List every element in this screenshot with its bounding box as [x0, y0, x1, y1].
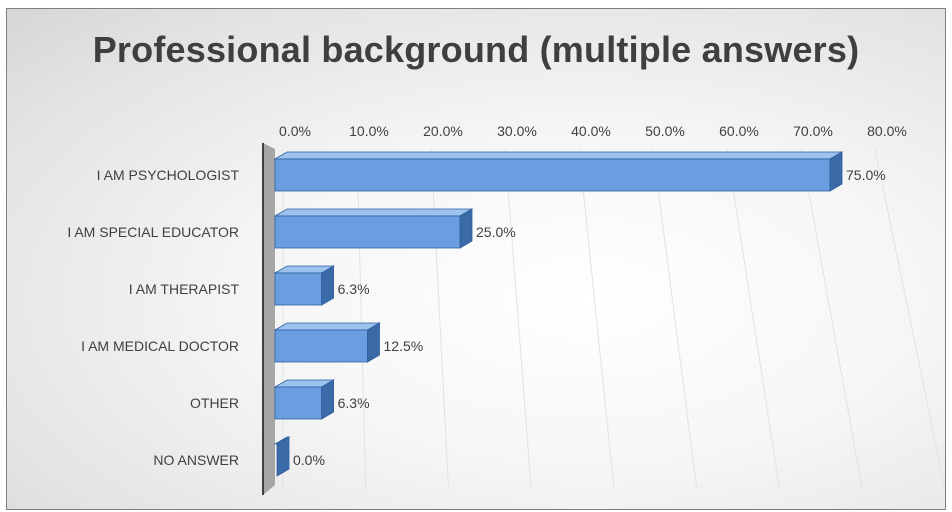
category-label: NO ANSWER — [153, 452, 239, 468]
bar-side — [829, 151, 843, 192]
x-tick-label: 50.0% — [645, 123, 685, 139]
data-label: 6.3% — [338, 395, 370, 411]
bar — [274, 215, 461, 249]
gridline — [800, 148, 863, 490]
bar — [274, 272, 323, 306]
bar-side — [276, 436, 290, 477]
chart-plot: 0.0% 10.0% 20.0% 30.0% 40.0% 50.0% 60.0% 70.0% 8… — [67, 123, 945, 495]
data-label: 0.0% — [293, 452, 325, 468]
category-label: I AM SPECIAL EDUCATOR — [67, 224, 239, 240]
bar-side — [459, 208, 473, 249]
gridline — [578, 148, 615, 490]
data-label: 12.5% — [384, 338, 424, 354]
gridline — [430, 148, 449, 490]
axis-wall — [263, 143, 275, 495]
chart-frame: Professional background (multiple answer… — [6, 8, 946, 510]
bar — [274, 386, 323, 420]
x-tick-label: 20.0% — [423, 123, 463, 139]
category-label: I AM THERAPIST — [129, 281, 240, 297]
bar-top — [273, 208, 474, 217]
bar-side — [367, 322, 380, 363]
category-label: OTHER — [190, 395, 239, 411]
gridline — [652, 148, 698, 490]
x-tick-label: 30.0% — [497, 123, 537, 139]
category-label: I AM MEDICAL DOCTOR — [81, 338, 239, 354]
x-tick-label: 80.0% — [867, 123, 907, 139]
x-tick-label: 10.0% — [349, 123, 389, 139]
data-label: 6.3% — [338, 281, 370, 297]
x-tick-label: 40.0% — [571, 123, 611, 139]
bar-top — [273, 322, 381, 331]
bar-side — [321, 265, 335, 306]
data-label: 75.0% — [846, 167, 886, 183]
gridline — [874, 148, 945, 490]
category-label: I AM PSYCHOLOGIST — [97, 167, 240, 183]
bar-side — [321, 379, 335, 420]
gridline — [356, 148, 367, 490]
x-tick-label: 0.0% — [279, 123, 311, 139]
gridline — [726, 148, 780, 490]
data-label: 25.0% — [476, 224, 516, 240]
x-tick-label: 60.0% — [719, 123, 759, 139]
bar — [274, 158, 831, 192]
chart-title: Professional background (multiple answer… — [92, 29, 860, 70]
x-tick-label: 70.0% — [793, 123, 833, 139]
bar — [274, 329, 368, 363]
bar-top — [273, 151, 844, 160]
gridline — [504, 148, 532, 490]
